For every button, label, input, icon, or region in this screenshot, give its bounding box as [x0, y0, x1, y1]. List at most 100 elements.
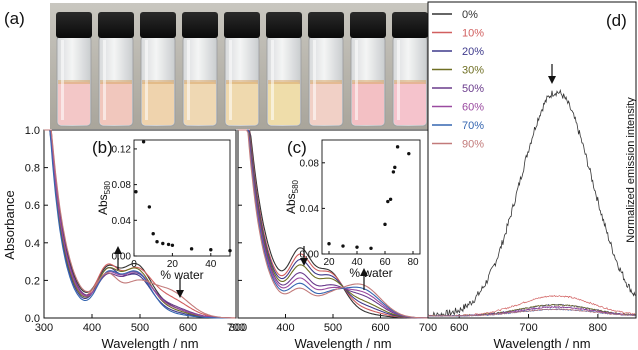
panel-label-b: (b): [92, 138, 113, 157]
c-inset-point: [407, 151, 411, 156]
c-inset-point: [386, 199, 390, 204]
b-ytick-label: 0.8: [25, 163, 40, 175]
b-xtick-label: 300: [35, 322, 53, 334]
vials-group: [56, 12, 428, 127]
vial: [56, 12, 92, 127]
b-inset-point: [155, 240, 159, 244]
b-inset-xtick-label: 40: [205, 259, 217, 270]
c-xtick-label: 700: [419, 322, 437, 334]
vials-photo: [50, 3, 428, 129]
b-inset-xtick-label: 20: [167, 259, 179, 270]
b-inset-ytick-label: 0.08: [112, 180, 132, 191]
vial-liquid: [184, 82, 216, 125]
b-inset-xlabel: % water: [160, 268, 203, 282]
b-inset-point: [170, 243, 175, 247]
c-inset-xtick-label: 40: [351, 257, 363, 268]
c-spectrum-line: [238, 129, 428, 319]
b-ytick-label: 1.0: [25, 125, 40, 137]
legend-label: 0%: [462, 9, 478, 21]
b-inset-point: [209, 248, 213, 252]
vial-cap: [98, 12, 134, 38]
vial: [308, 12, 344, 127]
panel-d: 600 700 800 0% 10% 20% 30% 50% 60% 70% 90% (d) Wa…: [427, 1, 637, 350]
vial-meniscus: [310, 80, 342, 84]
c-inset-point: [355, 245, 359, 249]
vial-cap: [392, 12, 428, 38]
vial-highlight: [187, 40, 190, 120]
vial: [350, 12, 386, 127]
panel-d-legend: 0% 10% 20% 30% 50% 60% 70% 90%: [432, 9, 484, 151]
vial: [392, 12, 428, 127]
c-inset-point: [395, 145, 400, 149]
b-inset-point: [166, 242, 171, 247]
vial-meniscus: [352, 80, 384, 84]
panel-d-axes: 600 700 800: [427, 1, 637, 334]
panel-b-xlabel: Wavelength / nm: [101, 336, 198, 350]
vial-highlight: [271, 40, 274, 120]
vial-liquid: [310, 82, 342, 125]
vial-liquid: [142, 82, 174, 125]
b-inset-ylabel-main: Abs: [96, 194, 110, 215]
vial-liquid: [58, 82, 90, 125]
panel-b-spectra: [44, 129, 236, 319]
c-inset-point: [369, 246, 373, 250]
c-inset-ytick-label: 0.04: [300, 204, 320, 215]
d-xtick-label: 700: [519, 322, 537, 334]
vial: [224, 12, 260, 127]
b-ytick-label: 0.6: [25, 200, 40, 212]
c-inset-point: [391, 170, 396, 174]
b-xtick-label: 700: [227, 322, 245, 334]
panel-c-inset: 20 40 60 80 0.00 0.04 0.08 % water Abs580: [284, 139, 421, 280]
panel-d-ylabel: Normalized emission intensity: [625, 97, 637, 243]
legend-label: 30%: [462, 65, 484, 77]
legend-label: 20%: [462, 46, 484, 58]
vial-meniscus: [226, 80, 258, 84]
b-inset-point: [147, 205, 152, 209]
panel-b-arrow-down: [176, 278, 184, 298]
vial-cap: [308, 12, 344, 38]
b-inset-point: [151, 231, 155, 236]
b-inset-point: [161, 241, 165, 246]
vial: [98, 12, 134, 127]
d-emission-line: [427, 308, 636, 317]
c-spectrum-line: [238, 129, 428, 319]
d-xtick-label: 800: [589, 322, 607, 334]
c-spectrum-line: [238, 129, 428, 319]
vial-cap: [140, 12, 176, 38]
c-spectrum-line: [238, 129, 428, 319]
c-xtick-label: 600: [371, 322, 389, 334]
vial-cap: [266, 12, 302, 38]
vial-highlight: [145, 40, 148, 120]
vial-meniscus: [394, 80, 426, 84]
b-spectrum-line: [44, 129, 236, 319]
c-inset-ytick-label: 0.00: [300, 250, 320, 261]
legend-label: 10%: [462, 28, 484, 40]
panel-label-c: (c): [287, 138, 307, 157]
c-inset-point: [383, 222, 387, 227]
c-xtick-label: 400: [276, 322, 294, 334]
panel-c-arrow-down: [300, 246, 308, 266]
vial: [140, 12, 176, 127]
c-inset-frame: [321, 139, 421, 255]
legend-label: 90%: [462, 139, 484, 151]
b-inset-ytick-label: 0.04: [112, 216, 132, 227]
d-xtick-label: 600: [450, 322, 468, 334]
vial-cap: [350, 12, 386, 38]
vial-meniscus: [184, 80, 216, 84]
c-inset-xtick-label: 80: [407, 257, 419, 268]
b-inset-frame: [133, 139, 231, 257]
panel-c-xlabel: Wavelength / nm: [294, 336, 391, 350]
panel-label-a: (a): [4, 9, 25, 28]
vial-highlight: [355, 40, 358, 120]
b-inset-xtick-label: 0: [131, 259, 137, 270]
panel-d-arrow-down: [548, 64, 556, 84]
panel-c-spectra: [238, 129, 428, 319]
vial-cap: [56, 12, 92, 38]
vial-meniscus: [58, 80, 90, 84]
panel-b-arrow-up: [114, 246, 122, 270]
vial-cap: [224, 12, 260, 38]
b-inset-point: [189, 247, 194, 251]
vial-liquid: [100, 82, 132, 125]
